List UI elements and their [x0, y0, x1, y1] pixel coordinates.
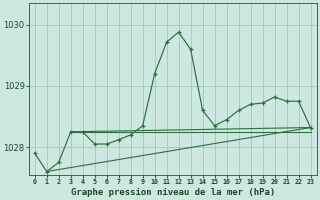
X-axis label: Graphe pression niveau de la mer (hPa): Graphe pression niveau de la mer (hPa): [70, 188, 275, 197]
